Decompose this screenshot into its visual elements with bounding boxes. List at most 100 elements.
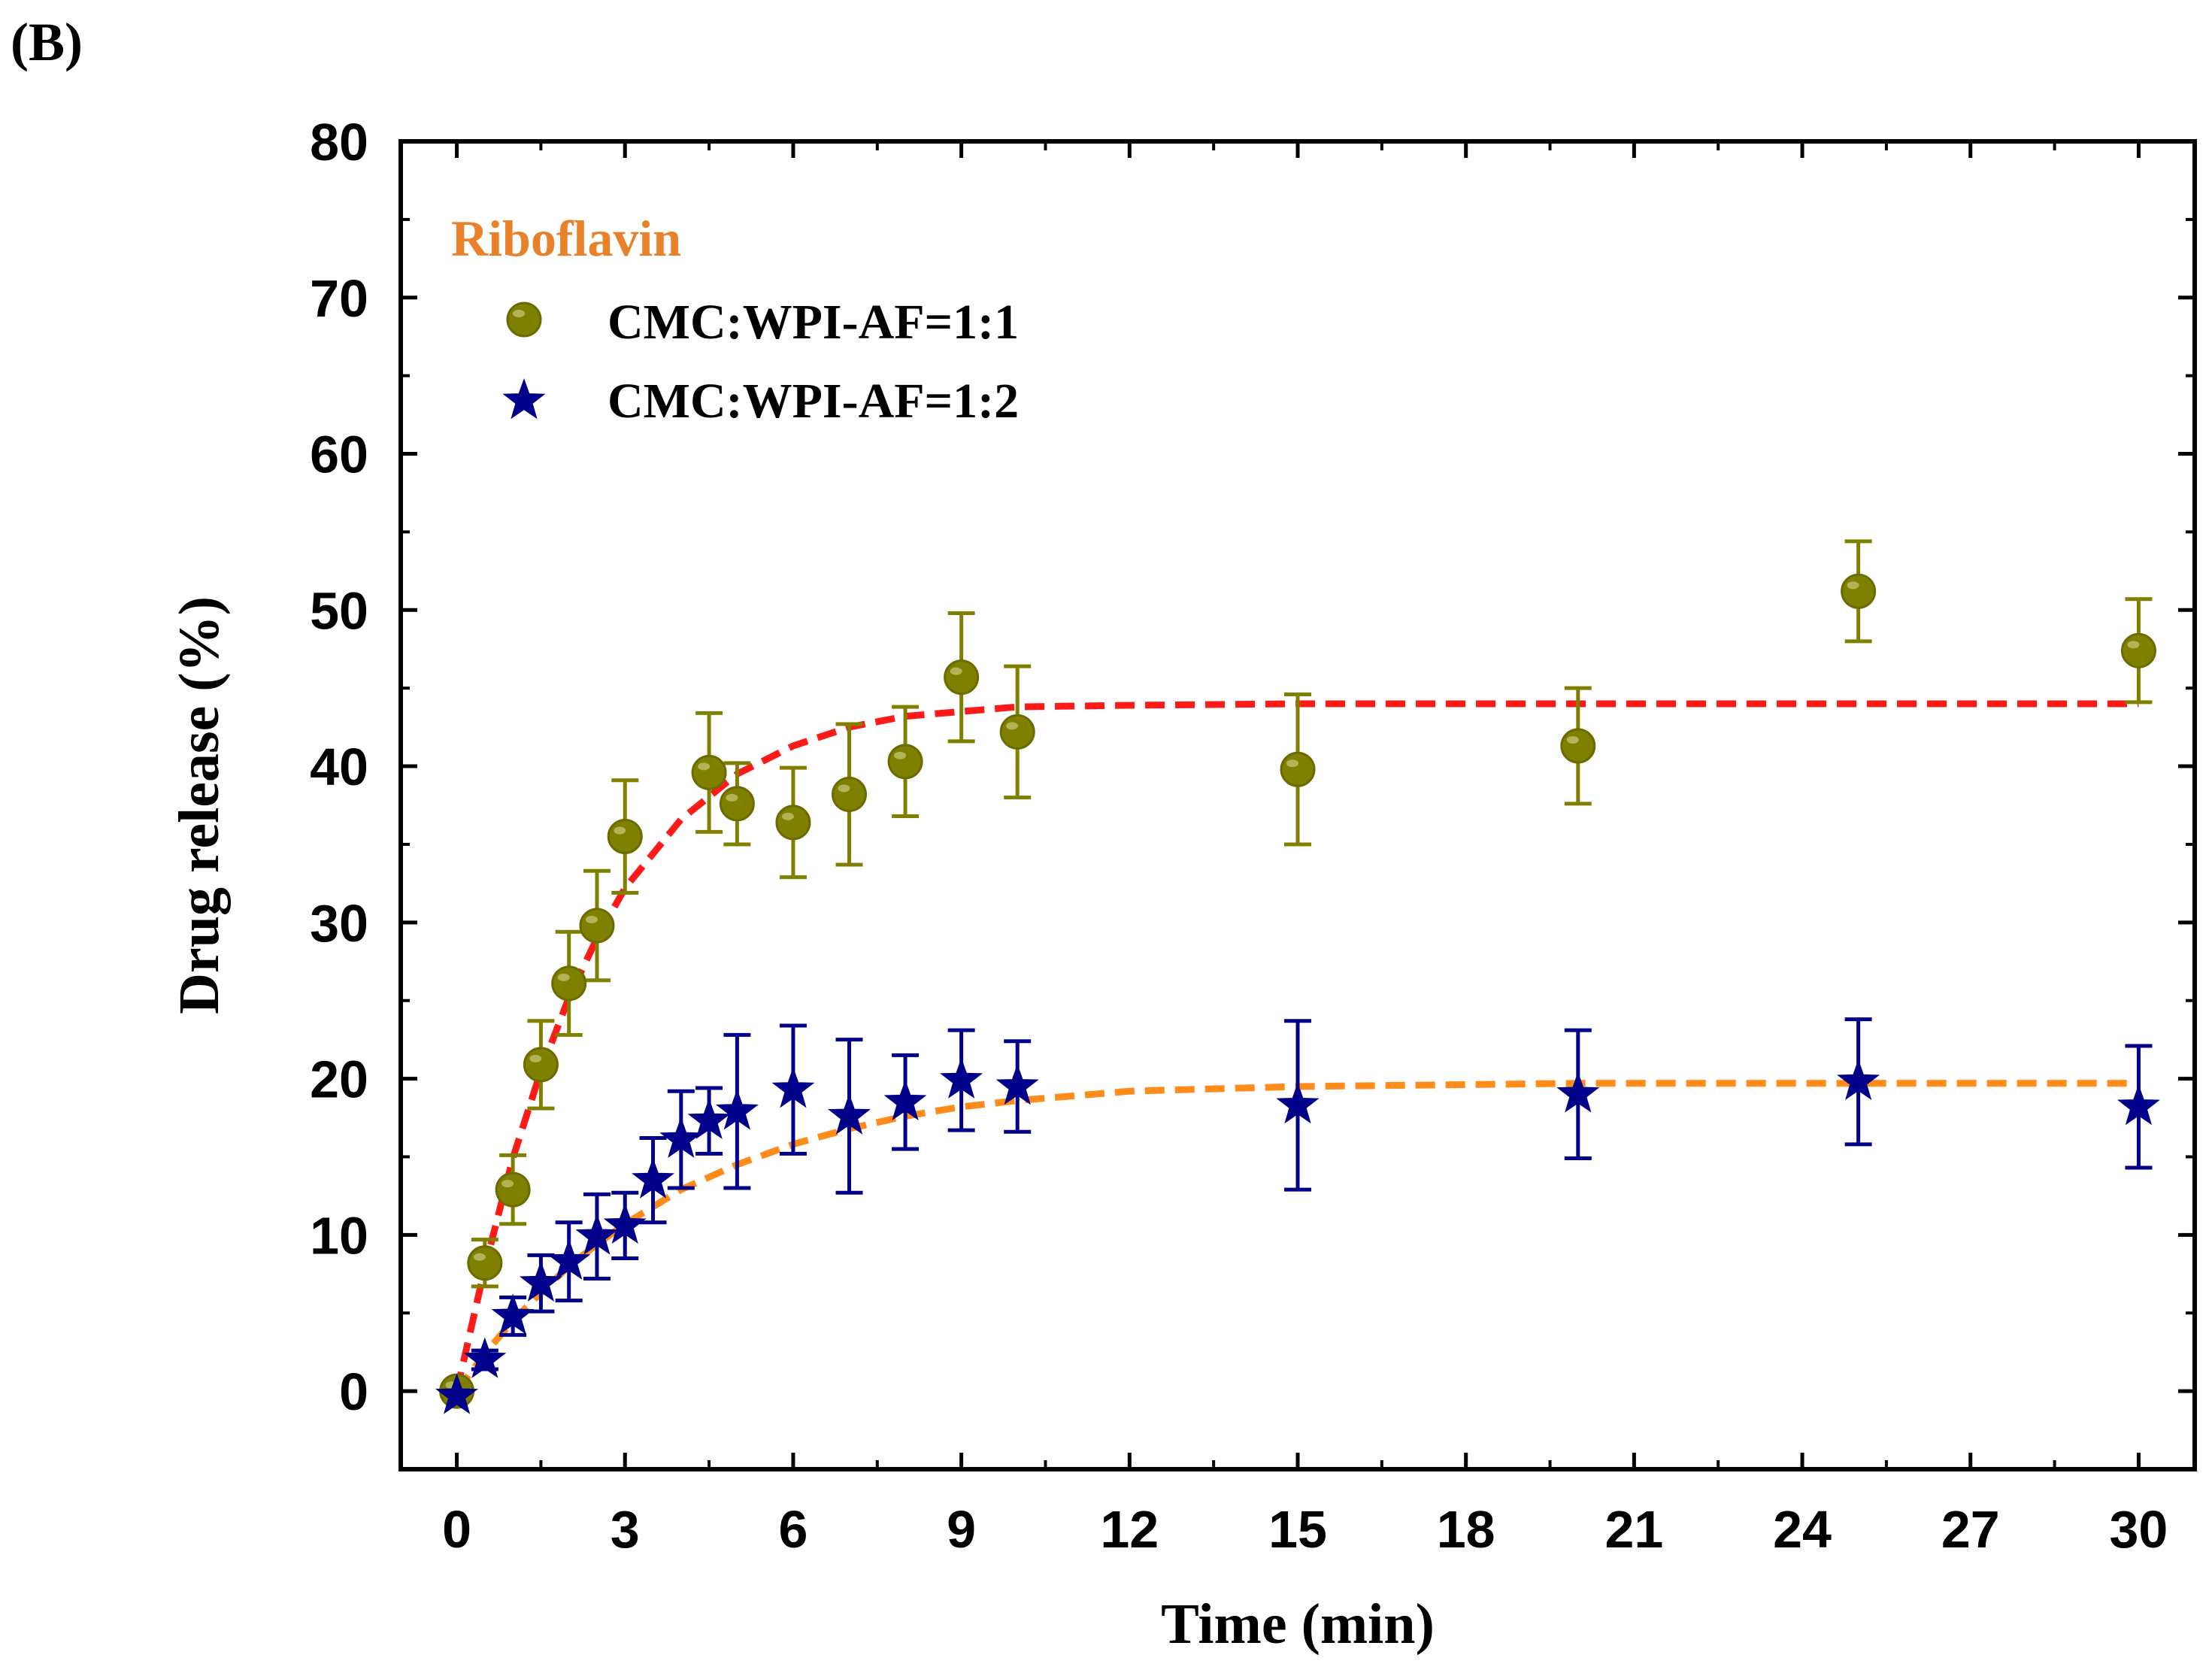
legend: Riboflavin CMC:WPI-AF=1:1 CMC:WPI-AF=1:2 (451, 210, 1019, 429)
point-series-1 (2120, 632, 2156, 668)
error-bars (443, 539, 2153, 1403)
marker-circle-highlight (473, 1253, 486, 1261)
y-tick-label: 80 (310, 113, 368, 171)
point-series-1 (551, 965, 587, 1002)
point-series-2 (547, 1238, 591, 1280)
marker-circle-highlight (2127, 641, 2140, 649)
marker-circle-body (523, 1047, 559, 1083)
x-axis-label: Time (min) (1161, 1593, 1435, 1656)
legend-label-series-2: CMC:WPI-AF=1:2 (608, 374, 1019, 429)
point-series-1 (832, 776, 867, 812)
y-tick-label: 70 (310, 269, 368, 328)
point-series-1 (579, 908, 615, 944)
marker-circle-body (1841, 573, 1877, 609)
point-series-2 (603, 1202, 647, 1244)
marker-circle-highlight (1286, 759, 1298, 768)
y-tick-label: 0 (339, 1362, 368, 1421)
axis-ticks (401, 139, 2195, 1469)
point-series-2 (519, 1260, 562, 1302)
x-tick-label: 24 (1773, 1500, 1832, 1559)
x-tick-label: 12 (1100, 1500, 1159, 1559)
point-series-2 (435, 1373, 479, 1414)
legend-star-marker (502, 378, 546, 420)
y-tick-label: 30 (310, 894, 368, 953)
point-series-2 (827, 1093, 871, 1135)
point-series-1 (607, 819, 643, 855)
marker-circle-highlight (781, 812, 794, 820)
marker-circle-highlight (614, 826, 626, 835)
marker-circle-body (551, 965, 587, 1002)
x-tick-label: 27 (1941, 1500, 2000, 1559)
marker-circle-body (999, 714, 1035, 750)
point-series-2 (659, 1117, 703, 1158)
y-tick-label: 40 (310, 738, 368, 796)
marker-circle-body (832, 776, 867, 812)
point-series-2 (1837, 1059, 1880, 1101)
marker-circle-highlight (501, 1180, 514, 1188)
marker-circle-body (887, 744, 923, 780)
y-tick-label: 50 (310, 581, 368, 640)
y-tick-labels: 0 10 20 30 40 50 60 70 80 (310, 113, 368, 1421)
point-series-2 (883, 1079, 927, 1121)
marker-circle-body (691, 754, 727, 790)
panel-label: (B) (11, 12, 83, 72)
point-series-1 (999, 714, 1035, 750)
point-series-2 (771, 1067, 815, 1108)
x-tick-labels: 0 3 6 9 12 15 18 21 24 27 30 (442, 1500, 2168, 1559)
legend-circle-marker (506, 302, 542, 338)
point-series-2 (632, 1157, 675, 1199)
legend-title: Riboflavin (451, 210, 681, 267)
legend-marker-star (502, 378, 546, 420)
point-series-2 (1276, 1082, 1320, 1124)
point-series-1 (691, 754, 727, 790)
point-series-2 (687, 1098, 731, 1139)
marker-circle-highlight (1006, 722, 1019, 730)
point-series-1 (1841, 573, 1877, 609)
point-series-1 (1280, 751, 1316, 787)
x-tick-label: 0 (442, 1500, 471, 1559)
marker-circle-body (775, 805, 811, 841)
marker-circle-highlight (698, 762, 711, 771)
marker-circle-body (719, 786, 755, 822)
y-tick-label: 60 (310, 426, 368, 484)
point-series-2 (2117, 1084, 2160, 1126)
y-tick-label: 20 (310, 1050, 368, 1109)
marker-circle-body (1560, 728, 1596, 764)
point-series-2 (575, 1214, 619, 1255)
x-tick-label: 18 (1437, 1500, 1495, 1559)
x-tick-label: 9 (947, 1500, 976, 1559)
x-tick-label: 3 (611, 1500, 640, 1559)
point-series-2 (1556, 1071, 1600, 1113)
legend-marker-circle (506, 302, 542, 338)
y-tick-label: 10 (310, 1206, 368, 1265)
y-axis-label: Drug release (%) (168, 596, 231, 1014)
marker-circle-highlight (726, 793, 738, 802)
marker-circle-body (944, 659, 980, 696)
point-series-1 (887, 744, 923, 780)
marker-circle-body (506, 302, 542, 338)
x-tick-label: 21 (1604, 1500, 1663, 1559)
point-series-2 (715, 1089, 759, 1130)
x-tick-label: 30 (2110, 1500, 2168, 1559)
marker-circle-highlight (838, 784, 850, 793)
marker-circle-highlight (529, 1054, 542, 1062)
point-series-2 (940, 1057, 983, 1099)
marker-circle-highlight (1566, 736, 1579, 744)
marker-circle-body (2120, 632, 2156, 668)
point-series-1 (495, 1171, 531, 1208)
point-series-2 (995, 1064, 1039, 1105)
x-tick-label: 6 (778, 1500, 808, 1559)
point-series-1 (523, 1047, 559, 1083)
marker-circle-body (607, 819, 643, 855)
point-series-1 (467, 1245, 503, 1281)
marker-circle-body (495, 1171, 531, 1208)
x-tick-label: 15 (1268, 1500, 1327, 1559)
marker-circle-highlight (513, 310, 525, 317)
point-series-1 (944, 659, 980, 696)
point-series-2 (463, 1337, 507, 1378)
marker-circle-highlight (950, 667, 962, 675)
legend-label-series-1: CMC:WPI-AF=1:1 (608, 295, 1019, 350)
point-series-1 (1560, 728, 1596, 764)
point-series-1 (775, 805, 811, 841)
